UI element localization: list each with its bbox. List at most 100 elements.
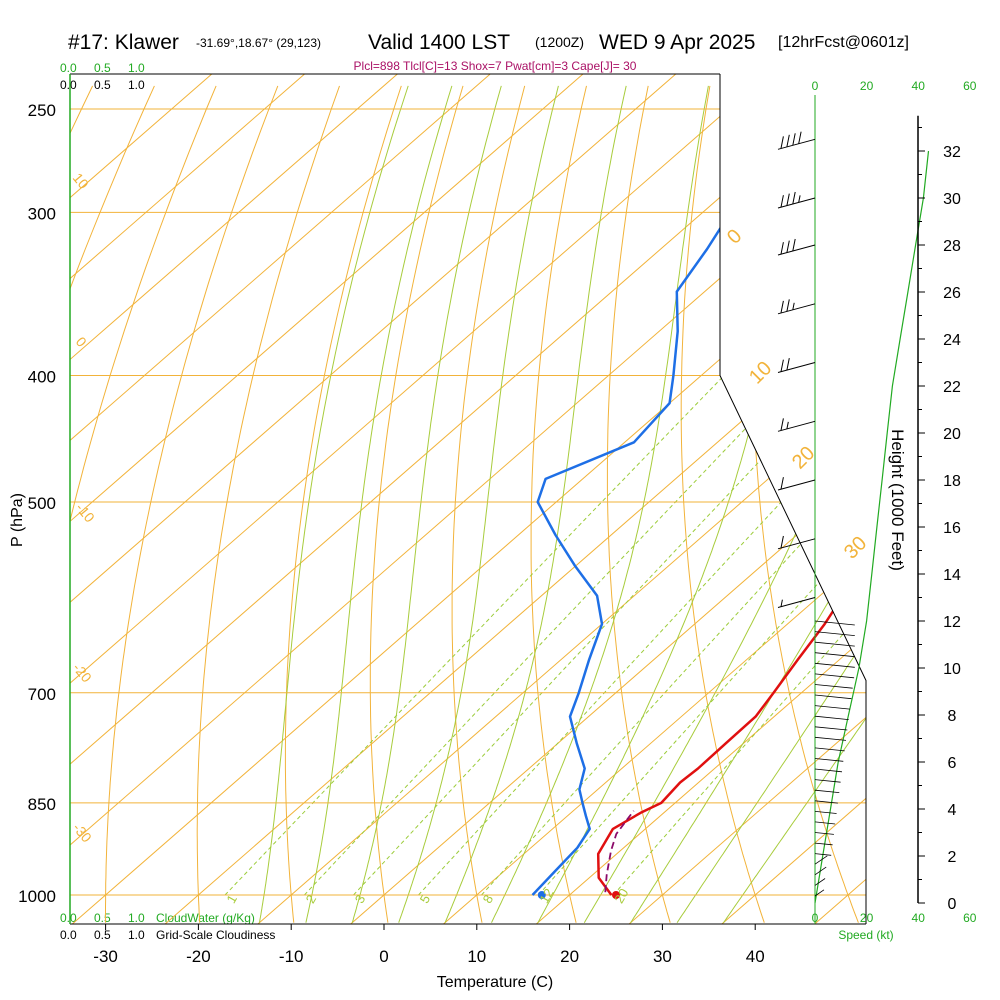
height-tick-label: 16 (943, 520, 961, 537)
cloud-scale-top-green-1: 0.5 (94, 61, 111, 75)
moist-adiabat-line (398, 85, 559, 923)
valid-date: WED 9 Apr 2025 (599, 31, 755, 54)
speed-tick-top: 40 (912, 79, 926, 93)
isotherm-line (535, 74, 866, 924)
low-level-wind-barb (814, 662, 855, 668)
adiabat-label: 30 (840, 532, 871, 563)
isotherm-line (70, 74, 677, 924)
speed-tick-bottom: 60 (963, 911, 977, 925)
low-level-wind-barb (814, 768, 843, 773)
pressure-tick-label: 850 (28, 795, 56, 814)
dry-adiabat-line (451, 85, 526, 923)
wind-barb-staff (777, 197, 816, 209)
isotherm-line (71, 74, 866, 924)
dry-adiabat-line (105, 85, 279, 923)
height-tick-label: 22 (943, 379, 961, 396)
dry-adiabat-line (680, 85, 765, 923)
temperature-tick-label: -30 (93, 947, 118, 966)
isotherm-label: 10 (70, 170, 92, 192)
profiles (531, 134, 866, 899)
isotherm-label: 0 (73, 334, 90, 350)
wind-barb-staff (777, 597, 816, 608)
cloud-scale-bottom: 0.0 0.5 1.0 CloudWater (g/Kg) 0.0 0.5 1.… (60, 911, 275, 942)
wind-barb-flag (786, 134, 790, 147)
mixing-ratio-label: 5 (417, 892, 434, 906)
isotherm-line (70, 74, 491, 924)
mixing-ratio-line (224, 375, 725, 896)
dewpoint-line (531, 134, 774, 896)
dry-adiabat-line (70, 85, 217, 923)
low-level-wind-barb (814, 842, 833, 846)
mixing-ratio-label: 1 (223, 892, 240, 906)
wind-barb-flag (780, 535, 784, 549)
plot-frame (69, 73, 867, 925)
wind-barb-flag (786, 299, 790, 312)
low-level-wind-barb (814, 855, 828, 865)
speed-tick-bottom: 40 (912, 911, 926, 925)
wind-barb-staff (777, 303, 816, 315)
height-tick-label: 28 (943, 238, 961, 255)
low-level-wind-barb (814, 832, 834, 835)
wind-barb-flag (786, 193, 790, 206)
adiabat-label: 0 (723, 225, 746, 248)
low-level-wind-barb (814, 853, 832, 856)
forecast-label: [12hrFcst@0601z] (778, 34, 909, 51)
height-tick-label: 18 (943, 473, 961, 490)
valid-time: Valid 1400 LST (368, 31, 510, 54)
low-level-wind-barb (814, 747, 845, 752)
low-level-wind-barb (814, 726, 848, 731)
low-level-wind-barb (814, 684, 853, 689)
temperature-tick-label: 0 (379, 947, 388, 966)
thermo-grid (70, 74, 1000, 924)
low-level-wind-barb (814, 878, 826, 886)
wind-barb-flag (786, 240, 790, 253)
moist-adiabat-line (491, 85, 709, 923)
moist-adiabat-line (583, 85, 866, 923)
low-level-wind-barb (814, 800, 838, 804)
cloudwater-label: CloudWater (g/Kg) (156, 911, 255, 925)
moist-adiabat-line (676, 85, 866, 923)
dry-adiabat-line (752, 85, 859, 923)
wind-barb-flag (792, 133, 796, 146)
height-tick-label: 6 (948, 755, 957, 772)
height-tick-label: 12 (943, 614, 961, 631)
speed-tick-top: 60 (963, 79, 977, 93)
pressure-tick-label: 1000 (18, 887, 56, 906)
moist-adiabat-line (444, 85, 627, 923)
moist-adiabat-line (723, 85, 866, 923)
pressure-tick-label: 300 (28, 204, 56, 223)
cloud-scale-top-green-2: 1.0 (128, 61, 145, 75)
speed-axis-title: Speed (kt) (838, 928, 893, 942)
moist-adiabat-line (630, 85, 866, 923)
low-level-wind-barb (814, 631, 855, 636)
cloud-scale-bottom-green-0: 0.0 (60, 911, 77, 925)
isotherm-line (443, 74, 866, 924)
axis-ticks: -30 -20 -10 0 10 20 30 402503004005007008501000… (18, 101, 961, 966)
moist-adiabat-line (305, 85, 453, 923)
temperature-tick-label: -10 (279, 947, 304, 966)
height-tick-label: 0 (948, 896, 957, 913)
wind-barb-flag (780, 359, 784, 372)
mixing-ratio-line (481, 375, 866, 896)
utc-time: (1200Z) (535, 34, 584, 50)
x-axis-title: Temperature (C) (437, 974, 553, 991)
isotherm-line (257, 74, 866, 924)
dry-adiabat-line (284, 85, 402, 923)
cloud-scale-bottom-black-1: 0.5 (94, 928, 111, 942)
height-tick-label: 32 (943, 144, 961, 161)
dry-adiabat-line (821, 85, 866, 923)
cloudiness-label: Grid-Scale Cloudiness (156, 928, 275, 942)
low-level-wind-barb (814, 779, 841, 783)
pressure-tick-label: 700 (28, 685, 56, 704)
wind-barb-flag (780, 418, 784, 431)
dry-adiabat-line (955, 86, 1000, 923)
speed-tick-bottom: 0 (812, 911, 819, 925)
cloud-scale-bottom-green-1: 0.5 (94, 911, 111, 925)
height-tick-label: 30 (943, 191, 961, 208)
pressure-tick-label: 500 (28, 494, 56, 513)
wind-barb-flag (798, 195, 801, 203)
dry-adiabat-line (369, 85, 464, 923)
isotherm-line (70, 74, 584, 924)
